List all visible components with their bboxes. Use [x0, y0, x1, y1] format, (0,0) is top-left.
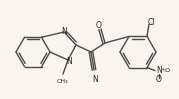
Text: O: O [156, 75, 162, 84]
Text: Cl: Cl [147, 18, 155, 27]
Text: N: N [62, 27, 67, 36]
Text: O: O [96, 20, 102, 30]
Text: :O: :O [163, 68, 171, 73]
Text: CH₃: CH₃ [56, 79, 68, 84]
Text: ⁻: ⁻ [154, 79, 158, 84]
Text: N: N [92, 75, 98, 84]
Text: +: + [161, 67, 165, 72]
Text: N: N [66, 57, 72, 66]
Text: N: N [156, 66, 162, 75]
